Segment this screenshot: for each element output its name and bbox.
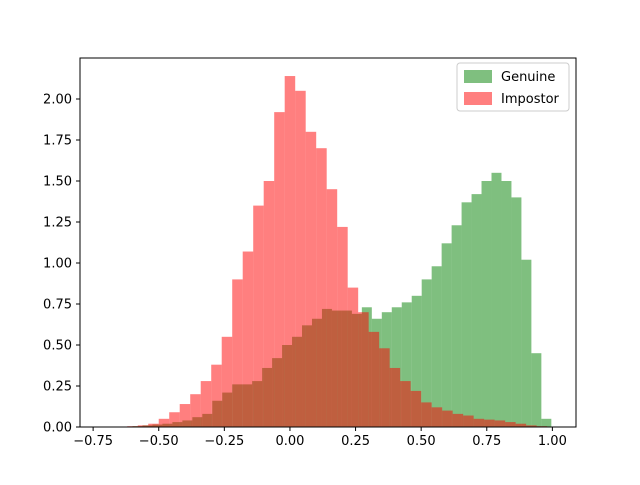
- bar-impostor-7: [180, 404, 191, 427]
- bar-impostor-26: [379, 348, 390, 427]
- bar-impostor-29: [411, 391, 422, 427]
- bar-impostor-20: [316, 148, 327, 427]
- bar-impostor-27: [390, 368, 401, 427]
- legend-swatch-impostor: [464, 92, 492, 105]
- legend-label-genuine: Genuine: [501, 70, 555, 85]
- legend: Genuine Impostor: [457, 63, 569, 111]
- bar-genuine-40: [531, 353, 541, 427]
- y-tick-label: 1.50: [43, 175, 72, 190]
- bar-impostor-24: [358, 312, 369, 427]
- bar-impostor-30: [421, 402, 432, 427]
- bar-genuine-33: [462, 202, 472, 427]
- bar-genuine-41: [541, 419, 551, 427]
- y-tick-label: 2.00: [43, 93, 72, 108]
- bar-impostor-22: [337, 227, 348, 427]
- bar-impostor-31: [432, 407, 443, 427]
- y-tick-label: 1.25: [43, 216, 72, 231]
- bar-genuine-39: [521, 260, 531, 427]
- bar-impostor-28: [400, 381, 411, 427]
- bar-genuine-37: [501, 181, 511, 427]
- bar-impostor-17: [285, 76, 296, 427]
- bar-impostor-5: [159, 419, 170, 427]
- y-tick-label: 0.50: [43, 339, 72, 354]
- bar-impostor-36: [484, 420, 495, 427]
- bar-impostor-23: [348, 288, 359, 427]
- x-tick-label: 0.25: [341, 434, 370, 449]
- bar-impostor-15: [264, 181, 275, 427]
- bar-genuine-35: [482, 181, 492, 427]
- bar-impostor-11: [222, 337, 233, 427]
- x-tick-label: −0.25: [204, 434, 244, 449]
- bar-impostor-9: [201, 381, 212, 427]
- bar-impostor-34: [463, 416, 474, 427]
- bar-impostor-18: [295, 91, 306, 427]
- y-tick-label: 0.00: [43, 421, 72, 436]
- bar-impostor-10: [211, 365, 222, 427]
- bar-impostor-16: [274, 112, 285, 427]
- y-tick-label: 0.25: [43, 380, 72, 395]
- bar-impostor-35: [474, 419, 485, 427]
- legend-label-impostor: Impostor: [501, 92, 560, 107]
- x-tick-label: −0.75: [73, 434, 113, 449]
- bar-impostor-14: [253, 206, 264, 427]
- y-tick-label: 1.75: [43, 134, 72, 149]
- bar-impostor-32: [442, 411, 453, 427]
- bar-impostor-19: [306, 132, 317, 427]
- bar-impostor-38: [505, 422, 516, 427]
- x-tick-label: 1.00: [538, 434, 567, 449]
- bar-impostor-37: [495, 420, 506, 427]
- bar-genuine-36: [492, 173, 502, 427]
- bar-genuine-31: [442, 243, 452, 427]
- bar-impostor-6: [169, 412, 180, 427]
- bar-impostor-21: [327, 189, 338, 427]
- bar-impostor-33: [453, 414, 464, 427]
- x-tick-label: 0.00: [275, 434, 304, 449]
- bar-genuine-32: [452, 225, 462, 427]
- bar-impostor-25: [369, 332, 380, 427]
- x-tick-label: 0.75: [472, 434, 501, 449]
- bar-impostor-13: [243, 252, 254, 427]
- bar-genuine-34: [472, 194, 482, 427]
- bar-impostor-8: [190, 394, 201, 427]
- bar-genuine-38: [511, 197, 521, 427]
- y-tick-label: 0.75: [43, 298, 72, 313]
- x-tick-label: 0.50: [407, 434, 436, 449]
- y-tick-label: 1.00: [43, 257, 72, 272]
- bar-genuine-30: [432, 266, 442, 427]
- legend-swatch-genuine: [464, 70, 492, 83]
- bar-impostor-12: [232, 279, 243, 427]
- x-tick-label: −0.50: [139, 434, 179, 449]
